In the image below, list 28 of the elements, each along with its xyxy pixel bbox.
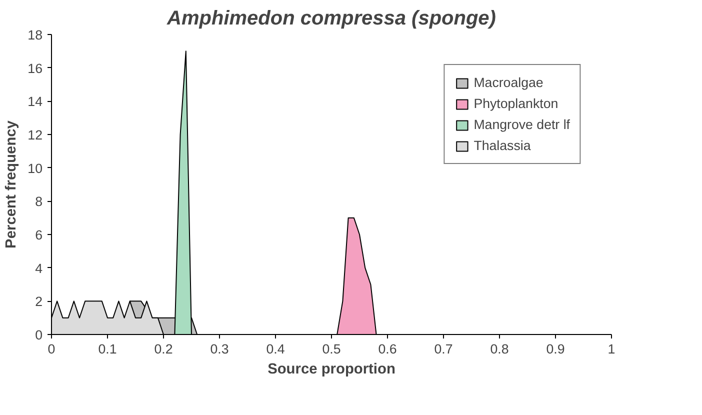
x-axis-title: Source proportion — [268, 362, 396, 378]
x-tick-label: 0.4 — [266, 342, 286, 356]
y-tick-label: 0 — [35, 328, 43, 342]
legend-label: Mangrove detr lf — [474, 117, 570, 132]
y-tick-label: 10 — [28, 160, 43, 176]
y-axis-title: Percent frequency — [4, 120, 20, 248]
chart-title: Amphimedon compressa (sponge) — [166, 8, 496, 30]
legend-label: Phytoplankton — [474, 96, 558, 111]
x-tick-label: 0.6 — [378, 342, 397, 356]
y-tick-label: 14 — [28, 94, 44, 110]
y-tick-label: 6 — [35, 228, 43, 242]
x-tick-label: 0.3 — [210, 342, 229, 356]
x-tick-label: 1 — [608, 342, 616, 356]
x-tick-label: 0.5 — [322, 342, 341, 356]
x-tick-label: 0.7 — [434, 342, 453, 356]
y-tick-label: 2 — [35, 294, 43, 310]
y-tick-label: 8 — [35, 194, 43, 210]
legend-label: Thalassia — [474, 138, 531, 153]
y-tick-label: 16 — [28, 60, 43, 76]
x-tick-label: 0.8 — [490, 342, 509, 356]
y-tick-label: 18 — [28, 28, 43, 42]
legend-label: Macroalgae — [474, 75, 544, 90]
x-tick-label: 0.2 — [154, 342, 173, 356]
x-tick-label: 0.9 — [546, 342, 565, 356]
y-tick-label: 12 — [28, 128, 43, 142]
y-tick-label: 4 — [35, 260, 44, 276]
x-tick-label: 0 — [48, 342, 56, 356]
x-tick-label: 0.1 — [98, 342, 117, 356]
